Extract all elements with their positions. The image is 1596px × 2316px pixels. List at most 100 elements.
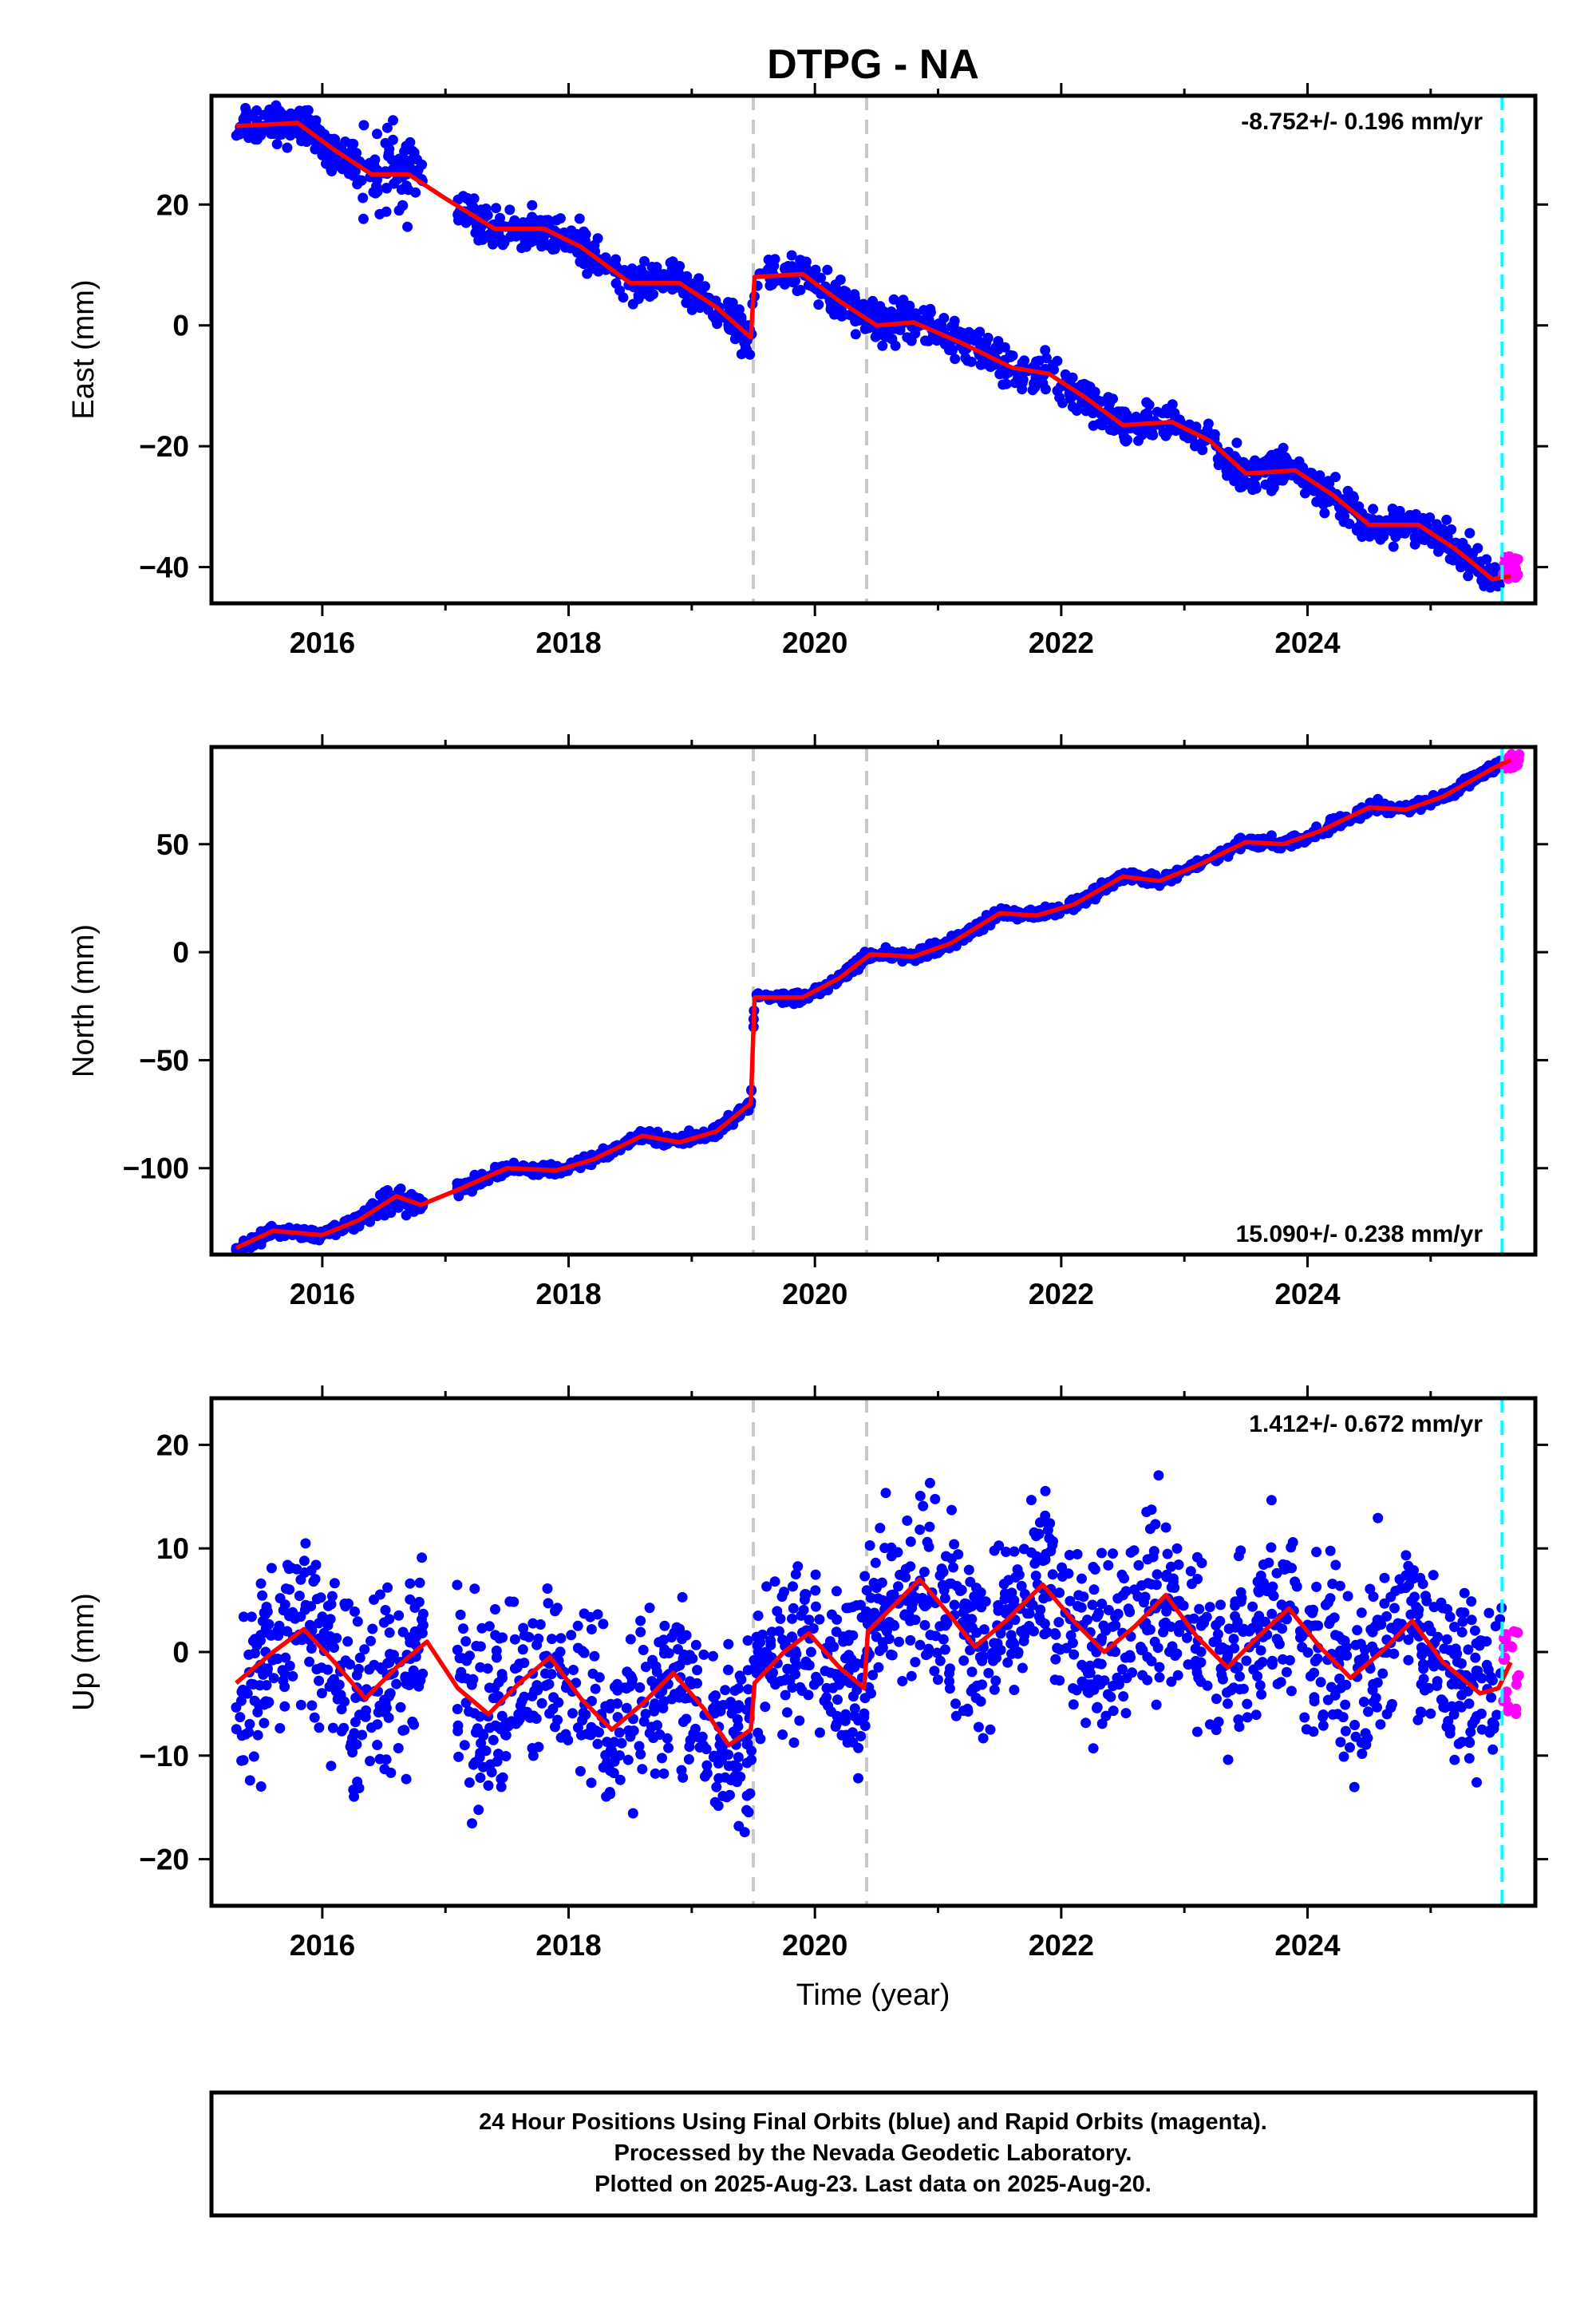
final-orbit-point <box>1483 1607 1495 1618</box>
final-orbit-point <box>688 1728 699 1739</box>
final-orbit-point <box>354 1783 365 1793</box>
final-orbit-point <box>1258 1559 1269 1570</box>
final-orbit-point <box>929 1666 940 1677</box>
final-orbit-point <box>358 120 369 131</box>
final-orbit-point <box>1325 1545 1336 1556</box>
y-tick-label: 0 <box>172 936 189 969</box>
final-orbit-point <box>1467 1718 1478 1729</box>
final-orbit-point <box>381 183 392 193</box>
final-orbit-point <box>1416 1679 1427 1690</box>
final-orbit-point <box>316 1688 327 1699</box>
final-orbit-point <box>697 1731 708 1742</box>
final-orbit-point <box>246 1678 257 1690</box>
final-orbit-point <box>1140 1591 1151 1603</box>
final-orbit-point <box>527 1750 539 1761</box>
final-orbit-point <box>800 1589 811 1600</box>
final-orbit-point <box>1071 405 1082 416</box>
final-orbit-point <box>1428 1602 1440 1613</box>
final-orbit-point <box>962 355 973 366</box>
final-orbit-point <box>765 279 776 290</box>
rapid-orbit-point <box>1508 762 1519 773</box>
final-orbit-point <box>1353 1654 1365 1666</box>
final-orbit-point <box>1340 1725 1351 1737</box>
final-orbit-point <box>930 1493 941 1504</box>
final-orbit-point <box>488 1693 499 1704</box>
final-orbit-point <box>358 213 369 224</box>
final-orbit-point <box>898 294 909 306</box>
final-orbit-point <box>401 180 412 192</box>
final-orbit-point <box>940 1614 951 1625</box>
final-orbit-point <box>787 1613 797 1624</box>
final-orbit-point <box>949 1599 960 1611</box>
final-orbit-point <box>625 1634 636 1645</box>
final-orbit-point <box>1281 1666 1292 1678</box>
final-orbit-point <box>1217 1674 1228 1685</box>
final-orbit-point <box>755 1662 766 1673</box>
final-orbit-point <box>519 1658 530 1669</box>
final-orbit-point <box>989 1545 1000 1556</box>
final-orbit-point <box>950 1698 961 1709</box>
final-orbit-point <box>1381 1611 1393 1622</box>
final-orbit-point <box>1299 1712 1310 1723</box>
final-orbit-point <box>828 1642 839 1652</box>
final-orbit-point <box>379 1764 390 1775</box>
final-orbit-point <box>469 1169 480 1180</box>
final-orbit-point <box>1436 543 1447 554</box>
final-orbit-point <box>1120 1586 1132 1597</box>
final-orbit-point <box>1035 1604 1046 1615</box>
final-orbit-point <box>542 1583 553 1594</box>
final-orbit-point <box>1278 442 1289 453</box>
final-orbit-point <box>883 1634 895 1644</box>
final-orbit-point <box>616 1737 627 1749</box>
final-orbit-point <box>467 1818 477 1829</box>
final-orbit-point <box>1242 1698 1253 1709</box>
final-orbit-point <box>1158 1626 1169 1638</box>
final-orbit-point <box>1172 1670 1183 1681</box>
final-orbit-point <box>527 1618 539 1629</box>
final-orbit-point <box>634 1741 645 1752</box>
final-orbit-point <box>944 1676 955 1687</box>
final-orbit-point <box>886 1590 897 1601</box>
final-orbit-point <box>1039 1629 1050 1640</box>
final-orbit-point <box>575 1765 586 1777</box>
final-orbit-point <box>381 122 393 133</box>
final-orbit-point <box>650 1768 661 1779</box>
final-orbit-point <box>1437 1603 1448 1614</box>
final-orbit-point <box>902 1515 913 1526</box>
final-orbit-point <box>640 1709 651 1720</box>
final-orbit-point <box>369 162 381 173</box>
final-orbit-point <box>1182 1632 1192 1643</box>
final-orbit-point <box>457 1673 468 1684</box>
x-tick-label: 2024 <box>1274 626 1341 659</box>
final-orbit-point <box>417 1668 429 1679</box>
final-orbit-point <box>1229 476 1240 487</box>
final-orbit-point <box>1345 1742 1355 1753</box>
final-orbit-point <box>963 1564 974 1575</box>
final-orbit-point <box>326 1761 337 1772</box>
final-orbit-point <box>1118 1691 1129 1702</box>
final-orbit-point <box>1389 1603 1400 1614</box>
final-orbit-point <box>644 1728 655 1739</box>
final-orbit-point <box>963 334 974 346</box>
final-orbit-point <box>1466 1596 1477 1607</box>
final-orbit-point <box>602 1737 613 1748</box>
rapid-orbit-point <box>1504 556 1515 567</box>
x-tick-label: 2020 <box>782 626 847 659</box>
final-orbit-point <box>1166 1676 1177 1687</box>
final-orbit-point <box>1294 456 1305 467</box>
final-orbit-point <box>417 1614 427 1625</box>
final-orbit-point <box>259 109 270 121</box>
final-orbit-point <box>279 1667 290 1678</box>
final-orbit-point <box>886 306 897 317</box>
plot-area <box>231 1398 1524 1906</box>
final-orbit-point <box>300 105 311 116</box>
rapid-orbit-points <box>1499 749 1525 774</box>
final-orbit-point <box>982 332 994 343</box>
final-orbit-point <box>300 1538 311 1549</box>
final-orbit-point <box>1308 1604 1319 1615</box>
final-orbit-point <box>847 1691 859 1702</box>
final-orbit-point <box>1490 1621 1501 1632</box>
final-orbit-point <box>713 1773 725 1784</box>
final-orbit-point <box>1108 1681 1119 1691</box>
final-orbit-point <box>1076 1602 1087 1613</box>
